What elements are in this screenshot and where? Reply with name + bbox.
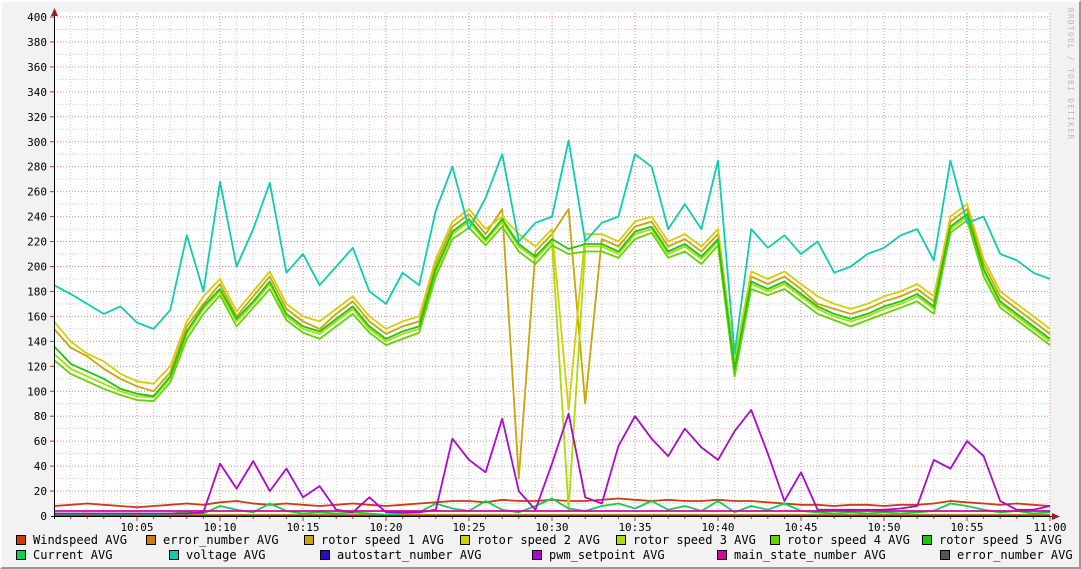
series-line-10 [54,409,1051,515]
y-tick-label: 160 [27,310,47,323]
series-line-0 [53,497,1051,509]
legend-item-rotor-speed-2-avg: rotor speed 2 AVG [460,532,600,547]
legend-swatch [320,549,330,560]
legend-item-rotor-speed-4-avg: rotor speed 4 AVG [770,532,910,547]
legend-swatch [940,549,950,560]
y-tick-label: 260 [27,186,47,199]
x-tick-label: 10:25 [452,521,485,534]
x-tick-label: 10:05 [120,521,153,534]
x-tick-label: 10:45 [784,521,817,534]
series-line-7 [53,497,1051,516]
y-tick-label: 300 [27,136,47,149]
y-tick-label: 180 [27,285,47,298]
series-line-3 [53,203,1051,411]
legend-label: error_number AVG [163,532,279,547]
legend-swatch [16,549,26,560]
legend-label: rotor speed 4 AVG [787,532,910,547]
legend-label: pwm_setpoint AVG [549,547,665,562]
legend-label: Current AVG [33,547,113,562]
legend-item-voltage-avg: voltage AVG [169,547,266,562]
y-tick-label: 360 [27,61,47,74]
y-axis-arrow [51,8,58,16]
legend-item-rotor-speed-1-avg: rotor speed 1 AVG [304,532,444,547]
y-tick-label: 20 [34,485,47,498]
legend-swatch [616,534,626,545]
legend-label: rotor speed 2 AVG [477,532,600,547]
legend-swatch [304,534,314,545]
x-tick-label: 10:20 [369,521,402,534]
legend-swatch [460,534,470,545]
legend-item-error-number-avg: error_number AVG [146,532,279,547]
legend-item-error-number-avg: error_number AVG [940,547,1073,562]
y-tick-label: 40 [34,460,47,473]
legend-label: main_state_number AVG [734,547,886,562]
legend-label: voltage AVG [186,547,266,562]
y-tick-label: 240 [27,211,47,224]
y-tick-label: 100 [27,385,47,398]
series-line-6 [53,213,1051,398]
series-line-8 [53,139,1051,355]
y-tick-label: 60 [34,435,47,448]
x-tick-label: 11:00 [1033,521,1066,534]
legend-item-current-avg: Current AVG [16,547,113,562]
legend-swatch [532,549,542,560]
legend-label: rotor speed 1 AVG [321,532,444,547]
legend-swatch [16,534,26,545]
series-line-5 [53,219,1051,403]
plot-background [54,12,1050,516]
legend-swatch [717,549,727,560]
legend-label: Windspeed AVG [33,532,127,547]
x-axis-arrow [1052,513,1060,520]
y-tick-label: 220 [27,236,47,249]
legend-item-autostart-number-avg: autostart_number AVG [320,547,482,562]
x-tick-label: 10:10 [203,521,236,534]
y-tick-label: 340 [27,86,47,99]
x-tick-label: 10:15 [286,521,319,534]
x-tick-label: 10:55 [950,521,983,534]
y-tick-label: 280 [27,161,47,174]
x-tick-label: 10:35 [618,521,651,534]
y-tick-label: 140 [27,335,47,348]
y-tick-label: 320 [27,111,47,124]
y-tick-label: 120 [27,360,47,373]
y-tick-label: 380 [27,36,47,49]
x-tick-label: 10:50 [867,521,900,534]
y-tick-label: 200 [27,261,47,274]
x-tick-label: 10:30 [535,521,568,534]
legend-item-main-state-number-avg: main_state_number AVG [717,547,886,562]
legend-item-rotor-speed-3-avg: rotor speed 3 AVG [616,532,756,547]
legend-swatch [770,534,780,545]
legend-item-pwm-setpoint-avg: pwm_setpoint AVG [532,547,665,562]
legend-item-rotor-speed-5-avg: rotor speed 5 AVG [922,532,1062,547]
legend-label: error_number AVG [957,547,1073,562]
x-tick-label: 10:40 [701,521,734,534]
y-tick-label: 400 [27,11,47,24]
legend-label: autostart_number AVG [337,547,482,562]
rrdtool-watermark: RRDTOOL / TOBI OETIKER [1066,8,1075,141]
legend-item-windspeed-avg: Windspeed AVG [16,532,127,547]
legend-swatch [169,549,179,560]
legend-swatch [146,534,156,545]
legend-label: rotor speed 3 AVG [633,532,756,547]
y-tick-label: 80 [34,410,47,423]
y-tick-label: 0 [40,510,47,523]
series-line-4 [53,215,1051,511]
legend-swatch [922,534,932,545]
legend-label: rotor speed 5 AVG [939,532,1062,547]
